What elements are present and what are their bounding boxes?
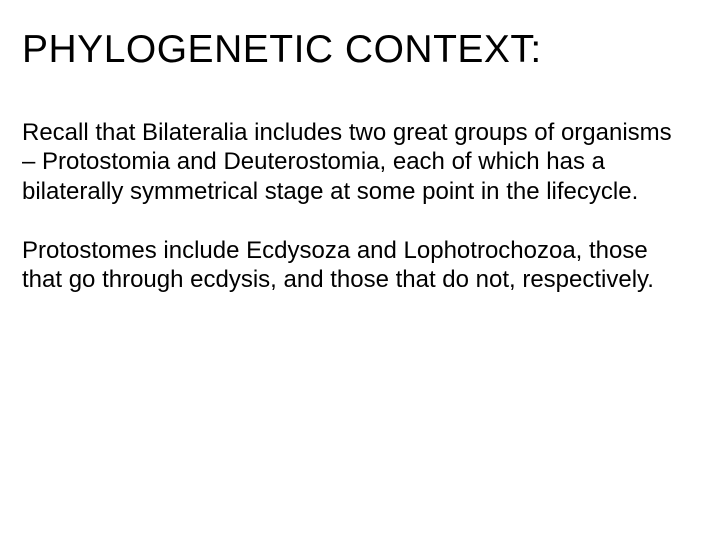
slide-container: PHYLOGENETIC CONTEXT: Recall that Bilate… — [0, 0, 720, 540]
slide-title: PHYLOGENETIC CONTEXT: — [22, 28, 698, 72]
paragraph-1: Recall that Bilateralia includes two gre… — [22, 118, 682, 206]
paragraph-2: Protostomes include Ecdysoza and Lophotr… — [22, 236, 682, 295]
